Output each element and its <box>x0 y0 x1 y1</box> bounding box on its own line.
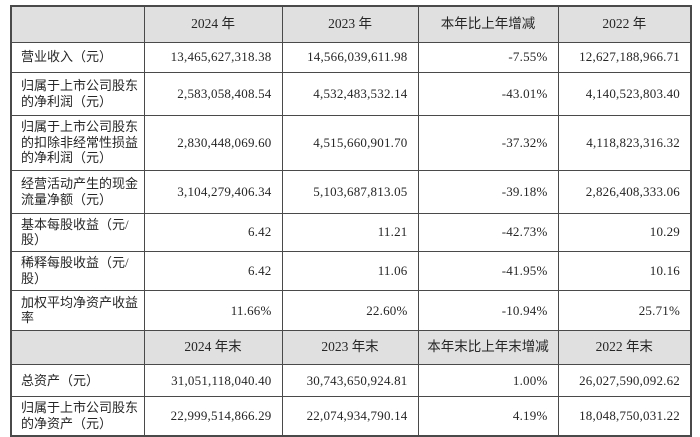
row-label: 归属于上市公司股东的净利润（元） <box>10 71 145 116</box>
header-row-annual: 2024 年 2023 年 本年比上年增减 2022 年 <box>10 5 692 43</box>
value-cell: 3,104,279,406.34 <box>143 169 283 214</box>
value-cell: 5,103,687,813.05 <box>281 169 419 214</box>
column-header-2022-end: 2022 年末 <box>557 329 692 365</box>
value-cell: 2,826,408,333.06 <box>557 169 692 214</box>
table-row-net-profit-excl-nonrecurring: 归属于上市公司股东的扣除非经常性损益的净利润（元） 2,830,448,069.… <box>10 114 692 171</box>
row-label: 加权平均净资产收益率 <box>10 289 145 331</box>
row-label: 归属于上市公司股东的净资产（元） <box>10 395 145 437</box>
value-cell: 10.16 <box>557 251 692 291</box>
value-cell: -41.95% <box>417 251 559 291</box>
value-cell: 2,830,448,069.60 <box>143 114 283 171</box>
value-cell: 25.71% <box>557 289 692 331</box>
column-header-2023: 2023 年 <box>281 5 419 43</box>
row-label: 稀释每股收益（元/股） <box>10 251 145 291</box>
header-row-year-end: 2024 年末 2023 年末 本年末比上年末增减 2022 年末 <box>10 329 692 365</box>
table-row-weighted-avg-roe: 加权平均净资产收益率 11.66% 22.60% -10.94% 25.71% <box>10 289 692 331</box>
column-header-2024: 2024 年 <box>143 5 283 43</box>
value-cell: 18,048,750,031.22 <box>557 395 692 437</box>
value-cell: 31,051,118,040.40 <box>143 363 283 397</box>
value-cell: -7.55% <box>417 41 559 73</box>
corner-cell <box>10 329 145 365</box>
table-row-total-assets: 总资产（元） 31,051,118,040.40 30,743,650,924.… <box>10 363 692 397</box>
row-label: 归属于上市公司股东的扣除非经常性损益的净利润（元） <box>10 114 145 171</box>
table-row-diluted-eps: 稀释每股收益（元/股） 6.42 11.06 -41.95% 10.16 <box>10 251 692 291</box>
value-cell: -42.73% <box>417 212 559 253</box>
value-cell: 11.06 <box>281 251 419 291</box>
value-cell: 14,566,039,611.98 <box>281 41 419 73</box>
value-cell: 13,465,627,318.38 <box>143 41 283 73</box>
corner-cell <box>10 5 145 43</box>
value-cell: 11.21 <box>281 212 419 253</box>
table-row-net-assets: 归属于上市公司股东的净资产（元） 22,999,514,866.29 22,07… <box>10 395 692 437</box>
value-cell: 30,743,650,924.81 <box>281 363 419 397</box>
column-header-2022: 2022 年 <box>557 5 692 43</box>
table-row-net-profit: 归属于上市公司股东的净利润（元） 2,583,058,408.54 4,532,… <box>10 71 692 116</box>
table-row-basic-eps: 基本每股收益（元/股） 6.42 11.21 -42.73% 10.29 <box>10 212 692 253</box>
value-cell: 4,532,483,532.14 <box>281 71 419 116</box>
value-cell: 22,074,934,790.14 <box>281 395 419 437</box>
value-cell: 2,583,058,408.54 <box>143 71 283 116</box>
value-cell: 10.29 <box>557 212 692 253</box>
column-header-2023-end: 2023 年末 <box>281 329 419 365</box>
value-cell: 1.00% <box>417 363 559 397</box>
value-cell: 22.60% <box>281 289 419 331</box>
row-label: 经营活动产生的现金流量净额（元） <box>10 169 145 214</box>
value-cell: 6.42 <box>143 251 283 291</box>
column-header-yoy-end-change: 本年末比上年末增减 <box>417 329 559 365</box>
financial-summary-table: 2024 年 2023 年 本年比上年增减 2022 年 营业收入（元） 13,… <box>10 5 692 437</box>
table-row-revenue: 营业收入（元） 13,465,627,318.38 14,566,039,611… <box>10 41 692 73</box>
column-header-2024-end: 2024 年末 <box>143 329 283 365</box>
value-cell: -43.01% <box>417 71 559 116</box>
value-cell: 6.42 <box>143 212 283 253</box>
column-header-yoy-change: 本年比上年增减 <box>417 5 559 43</box>
row-label: 基本每股收益（元/股） <box>10 212 145 253</box>
value-cell: 4,118,823,316.32 <box>557 114 692 171</box>
value-cell: 11.66% <box>143 289 283 331</box>
value-cell: 26,027,590,092.62 <box>557 363 692 397</box>
value-cell: 12,627,188,966.71 <box>557 41 692 73</box>
value-cell: 22,999,514,866.29 <box>143 395 283 437</box>
value-cell: 4,140,523,803.40 <box>557 71 692 116</box>
value-cell: 4.19% <box>417 395 559 437</box>
table-row-operating-cash-flow: 经营活动产生的现金流量净额（元） 3,104,279,406.34 5,103,… <box>10 169 692 214</box>
row-label: 营业收入（元） <box>10 41 145 73</box>
value-cell: -39.18% <box>417 169 559 214</box>
row-label: 总资产（元） <box>10 363 145 397</box>
financial-summary: 2024 年 2023 年 本年比上年增减 2022 年 营业收入（元） 13,… <box>10 5 692 437</box>
value-cell: 4,515,660,901.70 <box>281 114 419 171</box>
value-cell: -10.94% <box>417 289 559 331</box>
value-cell: -37.32% <box>417 114 559 171</box>
